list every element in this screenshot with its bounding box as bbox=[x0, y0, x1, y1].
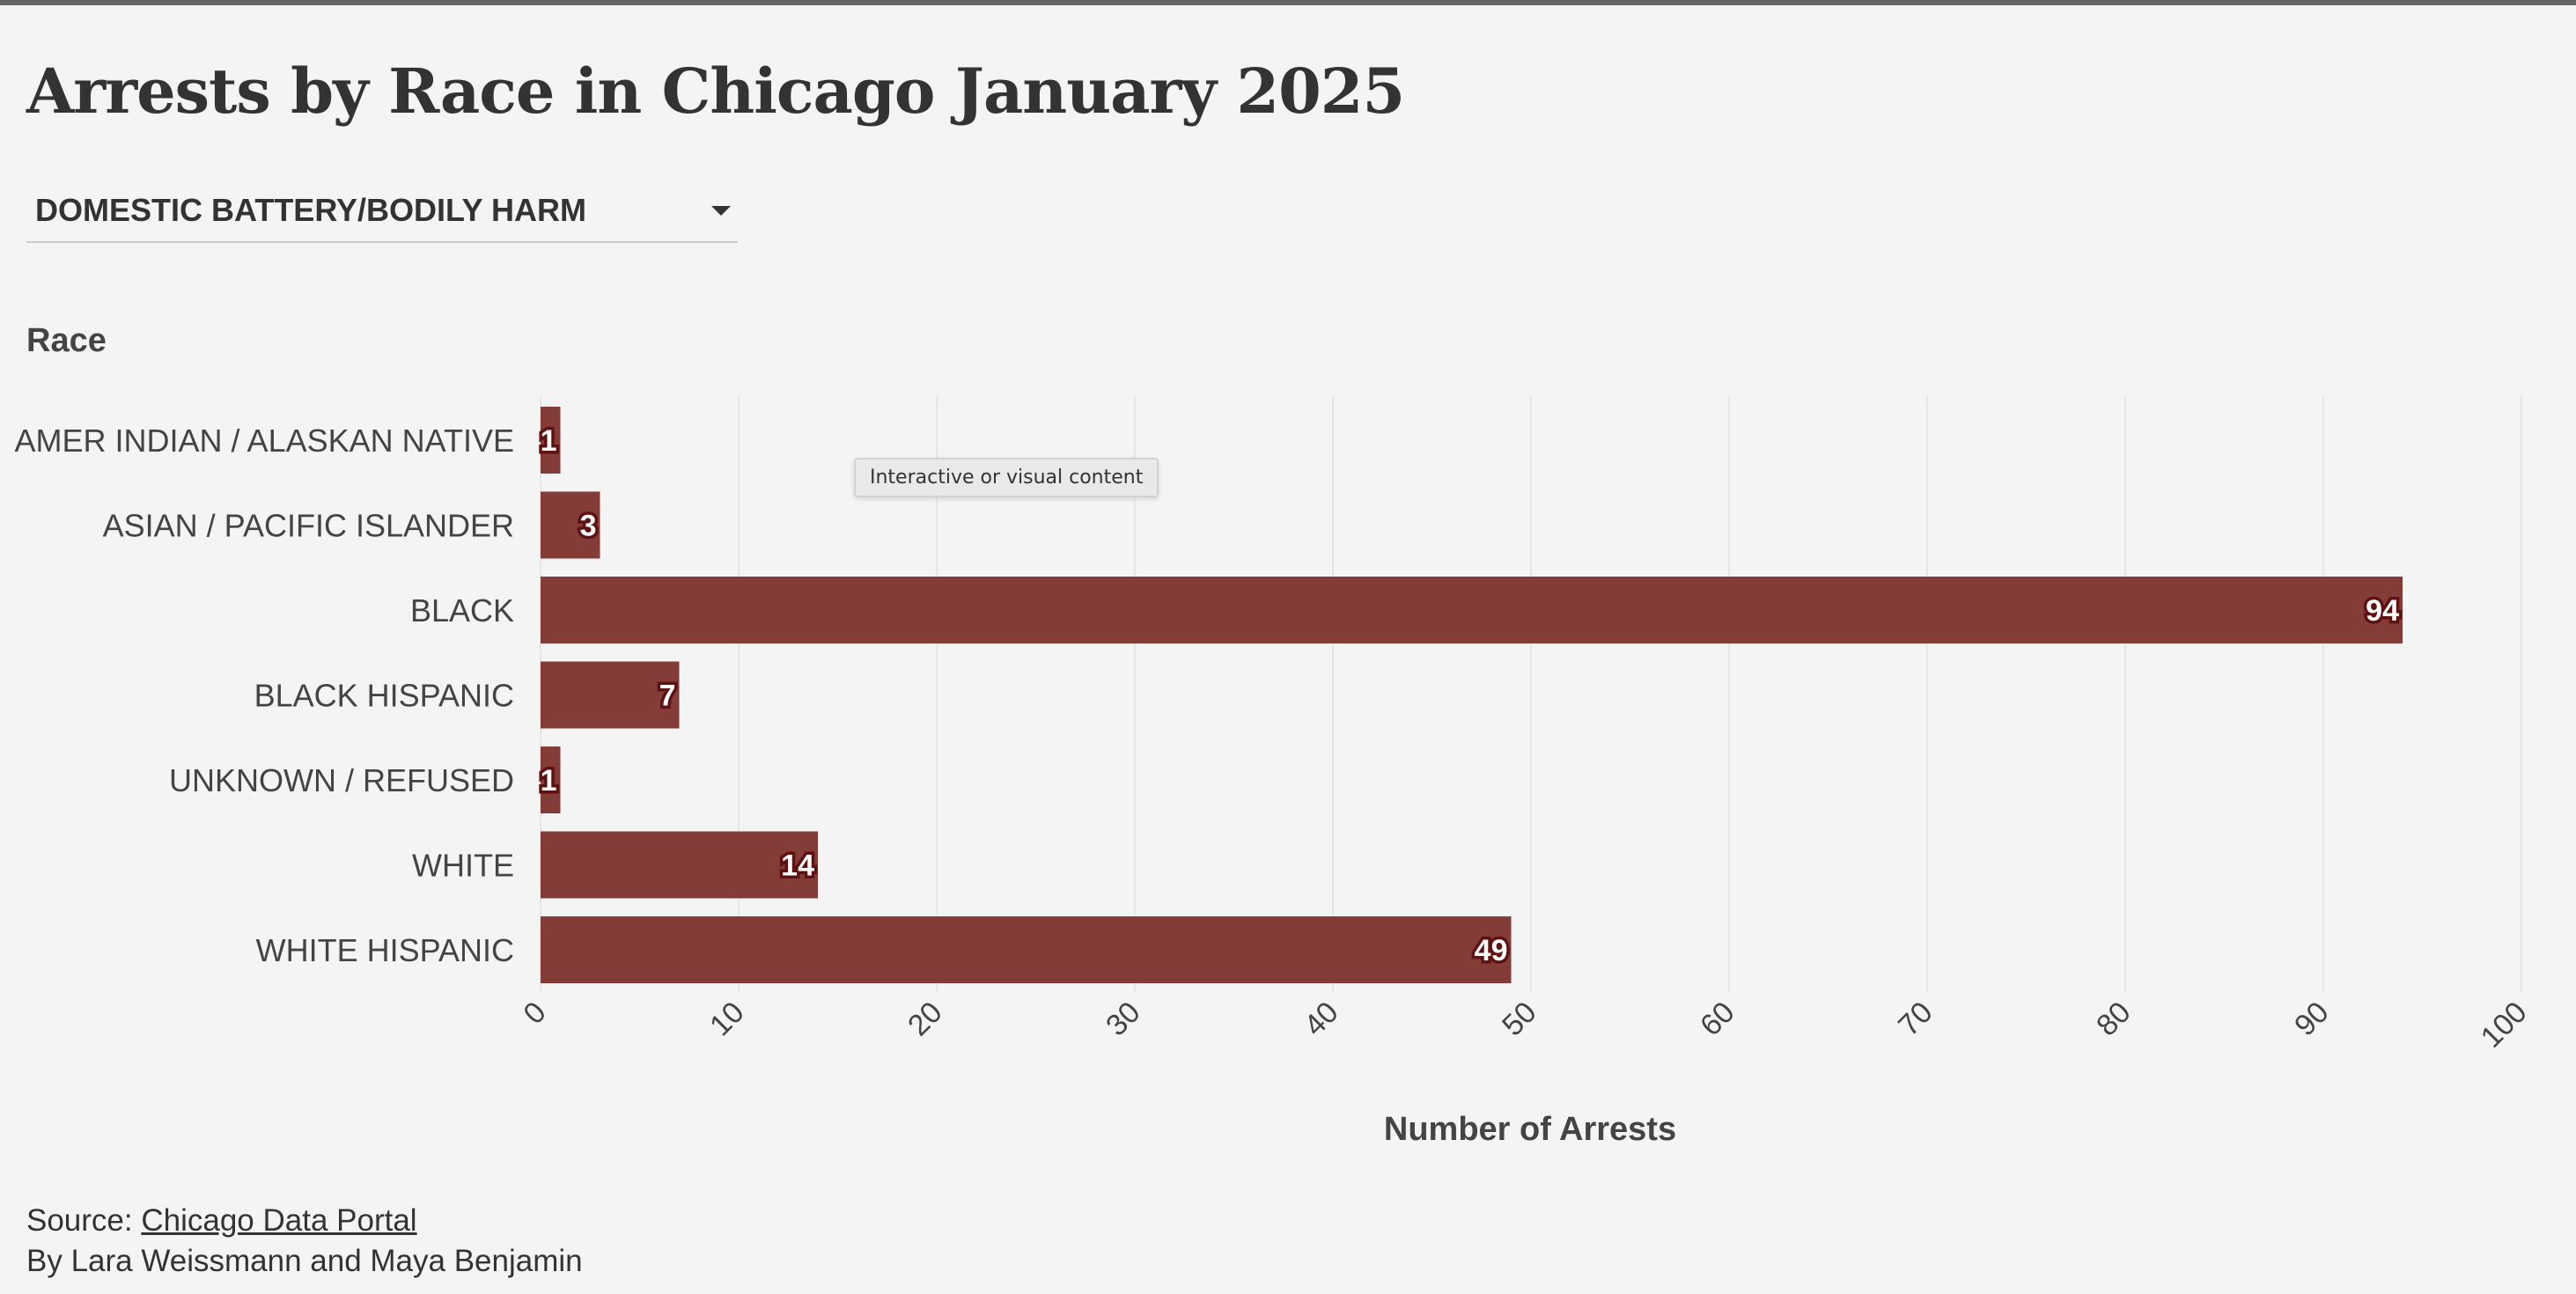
category-label: BLACK bbox=[410, 592, 514, 629]
source-prefix: Source: bbox=[26, 1203, 142, 1238]
y-axis-title: Race bbox=[26, 322, 107, 359]
footer: Source: Chicago Data Portal By Lara Weis… bbox=[26, 1201, 583, 1282]
category-label: UNKNOWN / REFUSED bbox=[169, 762, 514, 798]
category-label: ASIAN / PACIFIC ISLANDER bbox=[103, 508, 514, 544]
x-tick-label: 70 bbox=[1892, 996, 1939, 1043]
x-tick-label: 20 bbox=[902, 996, 949, 1043]
data-label: 14 bbox=[781, 849, 814, 883]
x-tick-label: 10 bbox=[703, 996, 751, 1043]
bar[interactable] bbox=[541, 916, 1512, 983]
page-title: Arrests by Race in Chicago January 2025 bbox=[26, 55, 1405, 128]
data-label: 1 bbox=[541, 424, 557, 458]
byline: By Lara Weissmann and Maya Benjamin bbox=[26, 1244, 583, 1278]
bar[interactable] bbox=[541, 746, 561, 813]
source-link[interactable]: Chicago Data Portal bbox=[141, 1203, 417, 1238]
source-line: Source: Chicago Data Portal bbox=[26, 1201, 583, 1241]
bars: 1 3 94 7 1 14 49 bbox=[537, 407, 2403, 983]
bar[interactable] bbox=[541, 577, 2403, 643]
category-label: BLACK HISPANIC bbox=[254, 678, 514, 714]
data-label: 94 bbox=[2366, 594, 2399, 628]
category-label: AMER INDIAN / ALASKAN NATIVE bbox=[15, 423, 514, 459]
x-tick-label: 100 bbox=[2475, 996, 2534, 1055]
bar[interactable] bbox=[541, 491, 600, 559]
category-label: WHITE bbox=[412, 848, 514, 884]
top-rule bbox=[0, 0, 2576, 5]
grid-lines bbox=[540, 396, 2522, 993]
x-tick-label: 90 bbox=[2288, 996, 2336, 1043]
x-tick-label: 50 bbox=[1496, 996, 1543, 1043]
x-tick-label: 40 bbox=[1298, 996, 1345, 1043]
x-axis-ticks: 0 10 20 30 40 50 60 70 80 90 100 bbox=[517, 996, 2533, 1055]
tooltip: Interactive or visual content bbox=[854, 458, 1159, 497]
x-tick-label: 30 bbox=[1100, 996, 1147, 1043]
data-label: 49 bbox=[1475, 934, 1508, 967]
category-labels: AMER INDIAN / ALASKAN NATIVE ASIAN / PACI… bbox=[15, 423, 514, 968]
x-axis-title: Number of Arrests bbox=[1384, 1111, 1676, 1148]
crime-type-dropdown[interactable]: DOMESTIC BATTERY/BODILY HARM bbox=[26, 183, 738, 243]
bar[interactable] bbox=[541, 661, 680, 729]
bar[interactable] bbox=[541, 831, 818, 899]
data-label: 3 bbox=[580, 510, 597, 543]
data-label: 7 bbox=[659, 680, 676, 713]
bar[interactable] bbox=[541, 407, 561, 474]
data-label: 1 bbox=[541, 764, 557, 798]
category-label: WHITE HISPANIC bbox=[256, 932, 514, 968]
x-tick-label: 0 bbox=[517, 996, 552, 1031]
chevron-down-icon[interactable] bbox=[711, 206, 731, 216]
x-tick-label: 60 bbox=[1694, 996, 1741, 1043]
dropdown-selected-value: DOMESTIC BATTERY/BODILY HARM bbox=[35, 192, 587, 228]
x-tick-label: 80 bbox=[2090, 996, 2138, 1043]
